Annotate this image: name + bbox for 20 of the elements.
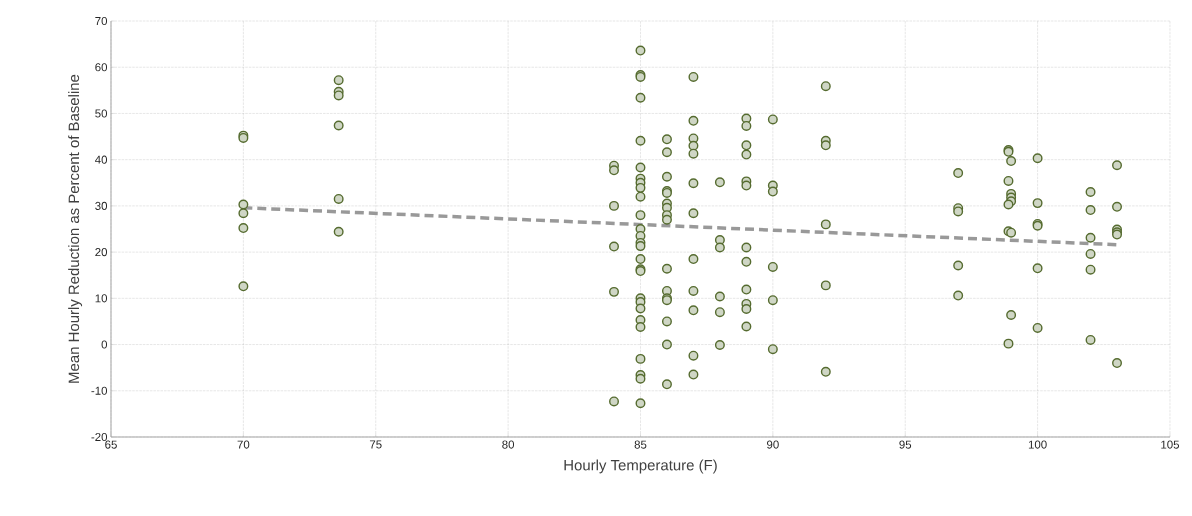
- x-tick-label: 100: [1028, 440, 1047, 449]
- y-axis-title: Mean Hourly Reduction as Percent of Baseline: [68, 74, 83, 383]
- y-tick-label: 40: [95, 155, 108, 164]
- y-tick-label: 0: [101, 340, 108, 349]
- x-tick-label: 70: [237, 440, 250, 449]
- x-tick-label: 80: [502, 440, 515, 449]
- y-tick-label: 30: [95, 201, 108, 210]
- x-tick-label: 75: [369, 440, 382, 449]
- x-tick-label: 105: [1161, 440, 1180, 449]
- x-tick-label: 95: [899, 440, 912, 449]
- y-tick-label: 70: [95, 16, 108, 26]
- y-tick-label: 50: [95, 109, 108, 118]
- y-tick-label: 10: [95, 294, 108, 303]
- y-tick-label: -10: [91, 386, 108, 395]
- y-tick-label: 60: [95, 63, 108, 72]
- x-tick-label: 90: [767, 440, 779, 449]
- x-tick-label: 65: [105, 440, 117, 449]
- y-tick-label: 20: [95, 248, 108, 257]
- x-tick-label: 85: [634, 440, 647, 449]
- x-axis-title: Hourly Temperature (F): [564, 459, 717, 474]
